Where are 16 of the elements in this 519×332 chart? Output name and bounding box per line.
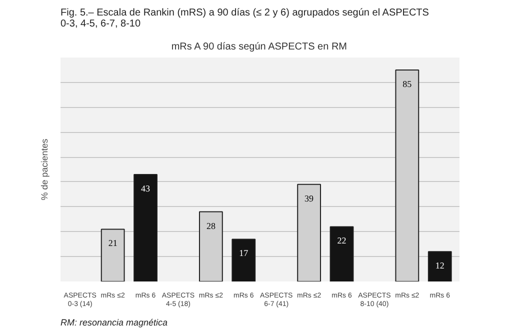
bar xyxy=(232,238,256,282)
data-label: 39 xyxy=(304,193,314,204)
text: RM: resonancia magnética xyxy=(60,318,168,328)
bar xyxy=(428,251,452,282)
y-axis-title: % de pacientes xyxy=(40,138,50,200)
data-label: 12 xyxy=(435,260,444,271)
chart-title: mRs A 90 días según ASPECTS en RM xyxy=(171,42,347,52)
data-label: 21 xyxy=(108,238,118,248)
data-label: 22 xyxy=(337,236,346,246)
caption: Fig. 5.– Escala de Rankin (mRS) a 90 días (≤ 2 y 6) agrupados según el ASPECTS 0-3, 4-5, 6-7, 8-10 xyxy=(60,8,430,30)
bar xyxy=(330,226,354,282)
data-label: 28 xyxy=(206,220,216,231)
data-label: 85 xyxy=(402,78,412,89)
bar xyxy=(134,174,158,282)
data-label: 43 xyxy=(141,183,151,194)
data-label: 17 xyxy=(239,248,249,258)
